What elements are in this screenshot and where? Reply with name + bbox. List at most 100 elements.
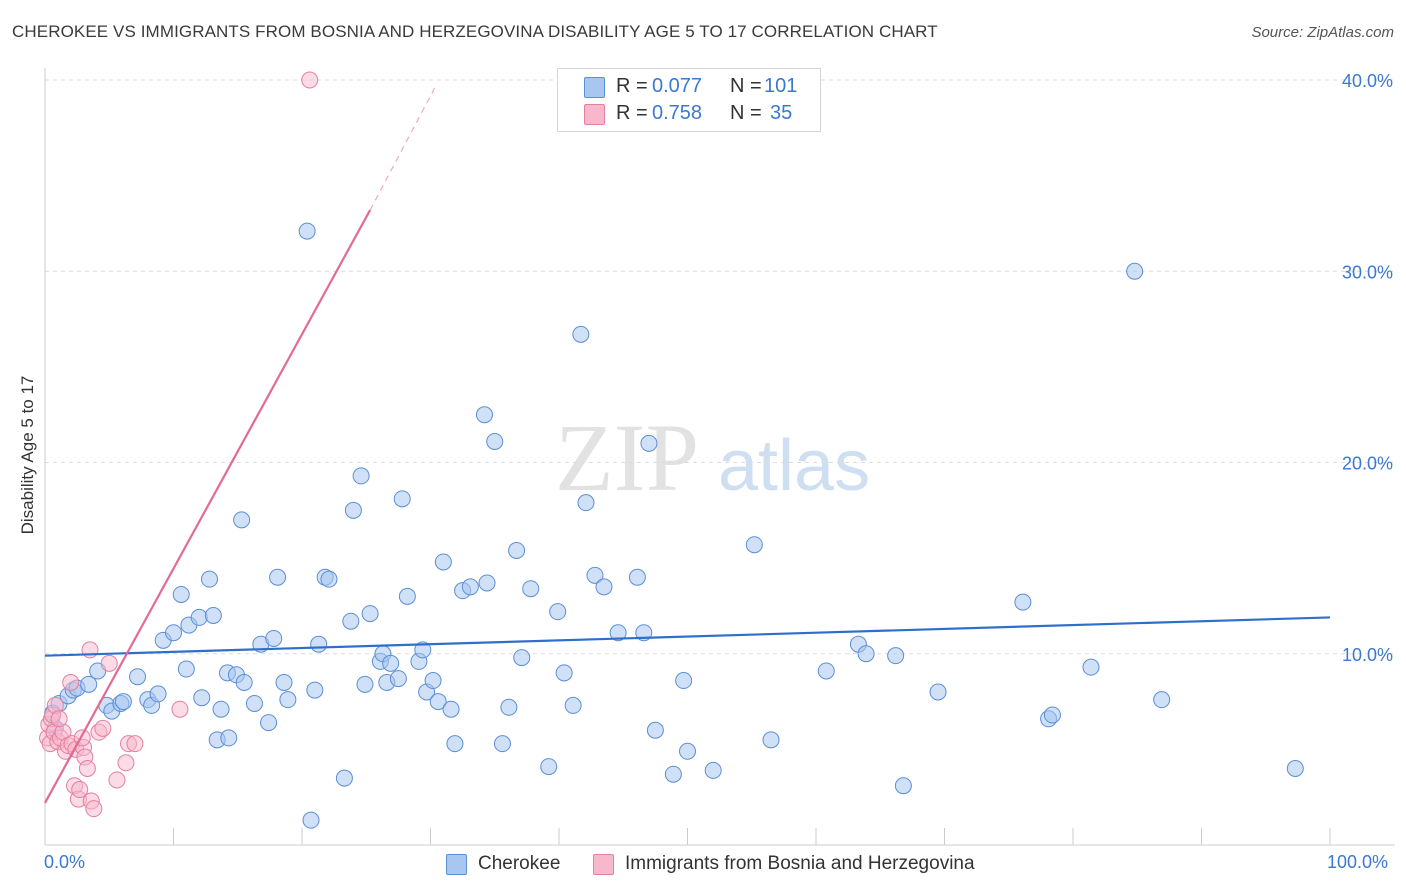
cherokee-point: [609, 624, 627, 642]
bosnia-point: [71, 781, 89, 799]
bosnia-point: [117, 754, 135, 772]
r-label: R =: [616, 102, 648, 124]
cherokee-point: [442, 700, 460, 718]
bosnia-trend-extension: [369, 83, 438, 211]
source-label: Source: ZipAtlas.com: [1251, 24, 1394, 41]
cherokee-point: [233, 511, 251, 529]
cherokee-point: [149, 685, 167, 703]
cherokee-point: [745, 536, 763, 554]
bosnia-point: [171, 700, 189, 718]
y-tick-label: 10.0%: [1342, 645, 1393, 665]
bosnia-legend-label: Immigrants from Bosnia and Herzegovina: [625, 853, 975, 874]
cherokee-point: [352, 467, 370, 485]
cherokee-point: [522, 580, 540, 598]
bosnia-point: [301, 71, 319, 89]
cherokee-point: [586, 566, 604, 584]
cherokee-swatch: [446, 854, 467, 875]
x-axis-max-label: 100.0%: [1327, 852, 1389, 872]
cherokee-point: [342, 612, 360, 630]
bosnia-point: [78, 760, 96, 777]
bosnia-point: [126, 735, 144, 753]
cherokee-point: [577, 494, 595, 512]
cherokee-point: [398, 587, 416, 605]
n-label: N =: [730, 102, 762, 124]
cherokee-point: [235, 673, 253, 691]
cherokee-point: [929, 683, 947, 701]
cherokee-legend-label: Cherokee: [478, 853, 561, 874]
cherokee-point: [200, 570, 218, 588]
cherokee-r-value: 0.077: [652, 75, 703, 97]
cherokee-point: [165, 624, 182, 642]
cherokee-point: [298, 222, 316, 240]
cherokee-point: [564, 696, 582, 714]
cherokee-point: [177, 660, 195, 678]
cherokee-point: [320, 570, 338, 588]
bosnia-point: [108, 771, 126, 789]
watermark-atlas: atlas: [718, 426, 870, 506]
cherokee-point: [434, 553, 452, 571]
cherokee-point: [857, 645, 875, 663]
bosnia-swatch: [593, 854, 614, 875]
cherokee-point: [513, 649, 531, 667]
cherokee-point: [1126, 262, 1144, 280]
cherokee-point: [555, 664, 573, 682]
cherokee-point: [500, 698, 518, 716]
cherokee-point: [389, 670, 407, 688]
cherokee-point: [310, 635, 328, 653]
cherokee-point: [204, 607, 222, 624]
cherokee-point: [640, 434, 658, 452]
cherokee-point: [220, 729, 238, 747]
cherokee-point: [344, 501, 362, 519]
cherokee-point: [424, 672, 442, 690]
cherokee-point: [245, 694, 263, 712]
cherokee-point: [461, 578, 479, 596]
cherokee-point: [1082, 658, 1100, 676]
cherokee-point: [1153, 691, 1171, 709]
cherokee-point: [679, 742, 696, 760]
cherokee-point: [664, 765, 682, 783]
cherokee-point: [628, 568, 646, 586]
y-axis-label: Disability Age 5 to 17: [18, 375, 37, 535]
cherokee-point: [894, 777, 912, 795]
cherokee-point: [549, 603, 567, 621]
cherokee-point: [475, 406, 493, 424]
cherokee-point: [572, 325, 590, 343]
cherokee-point: [486, 432, 504, 450]
cherokee-point: [817, 662, 835, 680]
cherokee-point: [212, 700, 230, 718]
cherokee-point: [279, 691, 297, 709]
cherokee-point: [335, 769, 353, 787]
cherokee-point: [129, 668, 147, 686]
cherokee-point: [356, 675, 374, 693]
cherokee-point: [540, 758, 558, 776]
cherokee-n-value: 101: [764, 75, 798, 97]
cherokee-point: [193, 689, 211, 707]
correlation-legend: R = 0.077 N = 101 R = 0.758 N = 35: [557, 68, 821, 132]
bosnia-point: [62, 673, 80, 691]
cherokee-point: [762, 731, 780, 749]
cherokee-point: [306, 681, 324, 699]
cherokee-point: [646, 721, 664, 739]
cherokee-point: [265, 629, 283, 647]
y-tick-label: 40.0%: [1342, 71, 1393, 91]
cherokee-point: [275, 673, 293, 691]
y-tick-label: 30.0%: [1342, 262, 1393, 282]
cherokee-point: [172, 585, 190, 603]
bosnia-point: [100, 654, 118, 672]
cherokee-point: [302, 811, 320, 829]
cherokee-point: [269, 568, 287, 586]
cherokee-point: [1014, 593, 1032, 611]
cherokee-point: [1043, 706, 1061, 724]
cherokee-point: [114, 693, 132, 711]
bosnia-point: [94, 719, 112, 737]
cherokee-point: [414, 641, 432, 659]
cherokee-point: [446, 735, 464, 753]
cherokee-point: [704, 761, 722, 779]
y-tick-label: 20.0%: [1342, 454, 1393, 474]
cherokee-point: [190, 608, 208, 626]
cherokee-swatch: [584, 77, 605, 98]
cherokee-point: [887, 647, 905, 665]
bosnia-r-value: 0.758: [652, 102, 703, 124]
bosnia-n-value: 35: [770, 102, 793, 124]
